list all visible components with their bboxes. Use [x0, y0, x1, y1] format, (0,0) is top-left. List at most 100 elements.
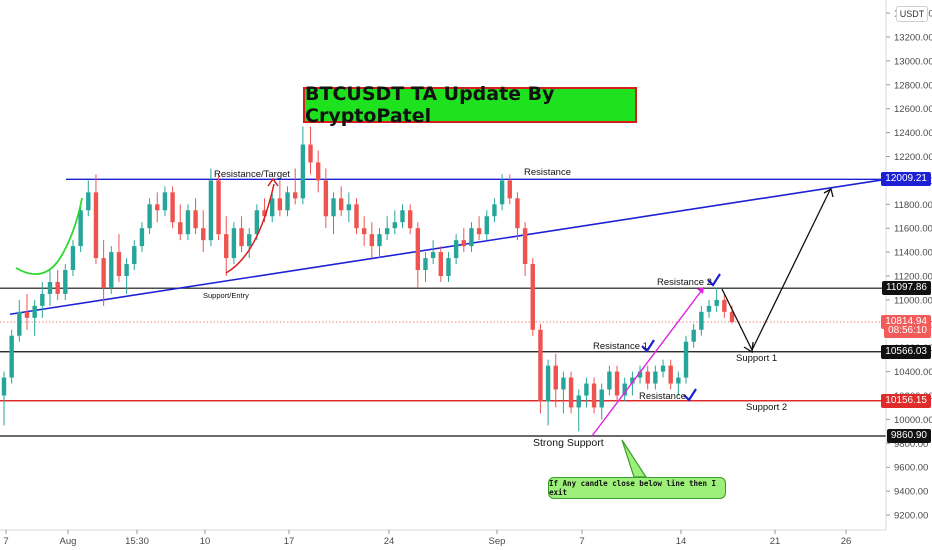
candle-body: [584, 383, 589, 396]
time-tick-label: 24: [384, 536, 395, 547]
price-tick-label: 9400.00: [894, 487, 928, 498]
candle-body: [415, 228, 421, 271]
annotation-resistance-1: Resistance 1: [593, 341, 648, 352]
time-tick-label: Sep: [489, 536, 506, 547]
annotation-resistance-target: Resistance/Target: [214, 169, 290, 180]
candle-body: [361, 228, 367, 235]
candle-body: [78, 210, 83, 247]
candle-body: [453, 240, 459, 259]
annotation-resistance-top: Resistance: [524, 167, 571, 178]
candle-body: [576, 395, 581, 408]
candle-body: [407, 210, 413, 229]
price-tick-label: 10000.00: [894, 415, 932, 426]
candle-body: [323, 180, 329, 217]
time-tick-label: 26: [841, 536, 852, 547]
price-tag: 11097.86: [882, 281, 931, 296]
candle-body: [40, 293, 45, 306]
candle-body: [676, 377, 681, 384]
candle-body: [706, 305, 712, 312]
price-tick-label: 11000.00: [894, 295, 932, 306]
time-tick-label: 17: [284, 536, 295, 547]
check-mark-resistance-3: [683, 388, 697, 402]
candle-body: [354, 204, 359, 229]
candle-body: [239, 228, 244, 247]
candle-body: [545, 365, 551, 402]
candle-body: [660, 365, 666, 372]
candle-body: [315, 162, 321, 181]
projection-arrow-down: [743, 341, 754, 354]
candle-body: [683, 341, 689, 378]
candle-body: [109, 252, 114, 288]
candle-body: [132, 246, 137, 265]
price-tick-label: 12400.00: [894, 128, 932, 139]
candle-body: [561, 377, 566, 390]
annotation-resistance-2: Resistance 2: [657, 277, 712, 288]
price-axis: 9200.009400.009600.009800.0010000.001020…: [886, 9, 932, 522]
price-tick-label: 9200.00: [894, 511, 928, 522]
candle-body: [9, 335, 14, 378]
price-tag: 10566.03: [881, 344, 931, 359]
price-tick-label: 11200.00: [894, 272, 932, 283]
candle-body: [224, 234, 229, 259]
candle-body: [515, 198, 520, 229]
candles: [1, 126, 735, 432]
candle-body: [93, 192, 99, 259]
red-arc: [225, 183, 275, 274]
annotation-support-entry: Support/Entry: [203, 291, 249, 300]
candle-body: [645, 371, 650, 384]
candle-body: [446, 258, 451, 276]
candle-body: [262, 210, 267, 217]
candle-body: [193, 210, 198, 229]
currency-selector[interactable]: USDT: [896, 6, 928, 22]
price-tick-label: 13000.00: [894, 56, 932, 67]
candle-body: [24, 311, 30, 318]
candle-body: [499, 180, 505, 205]
candle-body: [722, 299, 727, 312]
note-pointer: [621, 439, 648, 478]
price-tick-label: 12600.00: [894, 104, 932, 115]
candle-body: [346, 204, 352, 211]
candle-body: [139, 228, 145, 247]
candle-body: [17, 311, 22, 336]
candle-body: [170, 192, 175, 223]
channel-line: [591, 289, 703, 437]
candle-body: [247, 234, 252, 247]
candle-body: [469, 228, 474, 247]
candle-body: [55, 281, 60, 294]
candle-body: [147, 204, 152, 229]
price-tick-label: 9600.00: [894, 463, 928, 474]
candle-body: [691, 329, 696, 342]
candle-body: [116, 252, 122, 276]
candle-body: [63, 270, 68, 294]
candle-body: [476, 228, 482, 235]
price-tick-label: 9800.00: [894, 439, 928, 450]
candle-body: [293, 192, 298, 199]
candle-body: [208, 180, 214, 241]
time-tick-label: 21: [770, 536, 781, 547]
candle-body: [423, 258, 428, 271]
annotation-resistance-lower: Resistance: [639, 391, 686, 402]
price-tick-label: 10400.00: [894, 367, 932, 378]
red-arc-arrowhead: [267, 177, 279, 187]
candle-body: [614, 371, 620, 396]
horizontal-levels: [0, 178, 886, 437]
candle-body: [377, 234, 382, 247]
candle-body: [553, 365, 558, 390]
candle-body: [155, 204, 160, 211]
candle-body: [714, 299, 719, 306]
candle-body: [101, 258, 106, 288]
candle-body: [384, 228, 390, 235]
price-tick-label: 11800.00: [894, 200, 932, 211]
projection-arrow-up: [823, 188, 834, 198]
candle-body: [1, 377, 7, 396]
candle-body: [568, 377, 574, 408]
price-tag: 12009.21: [881, 172, 931, 187]
candle-body: [492, 204, 497, 217]
annotation-support-1: Support 1: [736, 353, 777, 364]
price-tick-label: 11400.00: [894, 248, 932, 259]
check-mark-resistance-1: [641, 339, 655, 353]
annotation-support-2: Support 2: [746, 402, 787, 413]
candle-body: [461, 240, 466, 247]
candle-body: [331, 198, 336, 217]
candle-body: [729, 311, 735, 323]
